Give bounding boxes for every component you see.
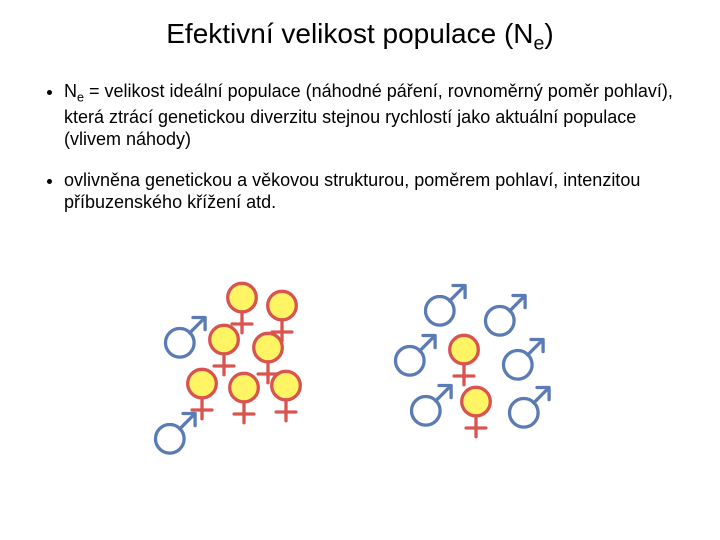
male-icon <box>420 280 471 336</box>
bullet-sub: e <box>77 90 84 104</box>
title-post: ) <box>544 18 553 49</box>
bullet-post: ovlivněna genetickou a věkovou strukturo… <box>64 170 640 213</box>
bullet-item: Ne = velikost ideální populace (náhodné … <box>64 80 680 151</box>
bullet-pre: N <box>64 81 77 101</box>
male-icon <box>504 382 555 438</box>
bullet-list: Ne = velikost ideální populace (náhodné … <box>40 80 680 214</box>
male-icon <box>150 408 201 464</box>
bullet-post: = velikost ideální populace (náhodné pář… <box>64 81 673 150</box>
cluster-left <box>150 280 330 460</box>
bullet-item: ovlivněna genetickou a věkovou strukturo… <box>64 169 680 214</box>
male-icon <box>406 380 457 436</box>
female-icon <box>454 384 498 448</box>
cluster-right <box>390 280 570 460</box>
female-icon <box>264 368 308 432</box>
male-icon <box>390 330 441 386</box>
slide: Efektivní velikost populace (Ne) Ne = ve… <box>0 0 720 540</box>
page-title: Efektivní velikost populace (Ne) <box>40 18 680 56</box>
female-icon <box>222 370 266 434</box>
title-sub: e <box>534 33 545 55</box>
title-pre: Efektivní velikost populace (N <box>166 18 533 49</box>
illustration-row <box>0 280 720 460</box>
